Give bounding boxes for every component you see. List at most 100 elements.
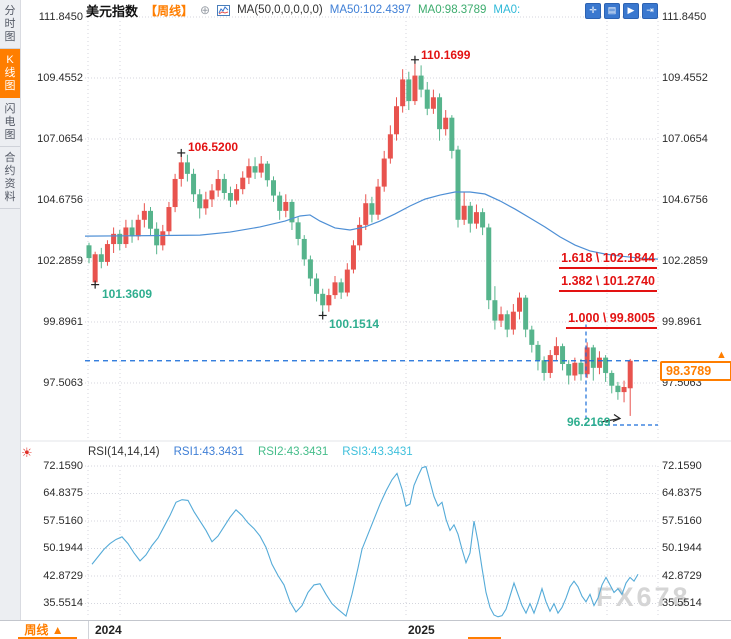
candle-body bbox=[578, 362, 584, 375]
tab-weekly[interactable]: 周线 ▲ bbox=[0, 621, 89, 639]
candle-body bbox=[160, 231, 166, 246]
candle-body bbox=[320, 293, 326, 306]
candle-body bbox=[535, 344, 541, 361]
candle-body bbox=[148, 210, 153, 229]
sidebar-tab-1[interactable]: K线图 bbox=[0, 49, 20, 98]
candlestick-chart-icon[interactable] bbox=[217, 4, 231, 16]
candle-body bbox=[86, 245, 92, 259]
pan-tool-icon[interactable]: ✛ bbox=[585, 3, 601, 19]
rsi-axis-label: 57.5160 bbox=[662, 514, 702, 527]
candle-body bbox=[412, 75, 418, 102]
fib-level-label: 1.000 \ 99.8005 bbox=[566, 311, 657, 330]
bottom-bar: 周线 ▲ 2024 2025 bbox=[0, 620, 731, 639]
candle-body bbox=[615, 385, 621, 393]
chart-canvas[interactable] bbox=[0, 0, 731, 620]
candle-body bbox=[166, 207, 172, 232]
ma-formula: MA(50,0,0,0,0,0) bbox=[237, 4, 323, 16]
candle-body bbox=[492, 300, 498, 321]
candle-body bbox=[357, 224, 363, 246]
candle-body bbox=[104, 244, 110, 262]
timeline-scrollbar[interactable] bbox=[468, 637, 501, 639]
candle-body bbox=[455, 149, 461, 220]
candle-body bbox=[437, 97, 443, 130]
rsi-axis-label: 42.8729 bbox=[43, 569, 83, 582]
price-axis-label: 111.8450 bbox=[662, 11, 707, 23]
rsi-axis-label: 42.8729 bbox=[662, 569, 702, 582]
add-indicator-icon[interactable]: ⊕ bbox=[200, 3, 211, 17]
fib-level-label: 1.382 \ 101.2740 bbox=[559, 274, 657, 292]
rsi-formula: RSI(14,14,14) bbox=[88, 446, 160, 458]
price-up-arrow-icon: ▲ bbox=[716, 349, 727, 361]
indicator-window-icon[interactable]: ▤ bbox=[604, 3, 620, 19]
candle-body bbox=[295, 222, 301, 239]
sidebar-tab-0[interactable]: 分时图 bbox=[0, 0, 20, 49]
candle-body bbox=[252, 166, 258, 173]
indicator-settings-icon[interactable]: ☀ bbox=[21, 445, 33, 460]
rsi-axis-label: 35.5514 bbox=[662, 597, 702, 610]
rsi-axis-label: 50.1944 bbox=[43, 542, 83, 555]
candle-body bbox=[135, 219, 141, 237]
price-axis-label: 104.6756 bbox=[662, 194, 708, 206]
rsi-line bbox=[91, 465, 639, 618]
candle-body bbox=[197, 194, 203, 209]
x-axis-year-2025: 2025 bbox=[408, 623, 435, 637]
candle-body bbox=[498, 314, 504, 321]
pointer-tool-icon[interactable]: ▶ bbox=[623, 3, 639, 19]
price-axis-label: 102.2859 bbox=[662, 254, 708, 267]
candle-body bbox=[344, 269, 350, 293]
x-axis-year-2024: 2024 bbox=[95, 623, 122, 637]
price-axis-label: 107.0654 bbox=[662, 133, 708, 145]
candle-body bbox=[560, 346, 566, 365]
candle-body bbox=[394, 106, 399, 135]
chart-toolbar: ✛ ▤ ▶ ⇥ bbox=[585, 3, 658, 19]
candle-body bbox=[473, 212, 479, 224]
candle-body bbox=[184, 162, 190, 174]
candle-body bbox=[541, 360, 547, 373]
candle-body bbox=[553, 346, 559, 356]
candle-body bbox=[430, 97, 436, 109]
rsi-axis-label: 64.8375 bbox=[662, 487, 702, 500]
candle-body bbox=[154, 228, 160, 246]
sidebar-tab-2[interactable]: 闪电图 bbox=[0, 98, 20, 147]
candle-body bbox=[424, 89, 430, 109]
candle-body bbox=[350, 245, 356, 270]
candle-body bbox=[363, 203, 369, 225]
candle-body bbox=[418, 75, 424, 90]
candle-body bbox=[449, 117, 455, 151]
candle-body bbox=[504, 314, 510, 330]
candle-body bbox=[98, 254, 104, 262]
candle-body bbox=[603, 357, 609, 373]
candle-body bbox=[203, 199, 209, 209]
price-axis-label: 99.8961 bbox=[43, 316, 83, 328]
tab-active-underline bbox=[18, 637, 77, 639]
candle-body bbox=[338, 282, 344, 293]
candle-body bbox=[271, 180, 276, 196]
candle-body bbox=[387, 134, 393, 159]
price-axis-label: 102.2859 bbox=[37, 254, 83, 267]
price-axis-label: 111.8450 bbox=[38, 11, 83, 23]
price-chart-header: 美元指数 【周线】 ⊕ MA(50,0,0,0,0,0) MA50:102.43… bbox=[86, 2, 520, 19]
candle-body bbox=[523, 297, 529, 330]
price-marker-label: 106.5200 bbox=[188, 140, 239, 154]
candle-body bbox=[111, 233, 117, 245]
candle-body bbox=[461, 205, 467, 220]
candle-body bbox=[234, 189, 240, 201]
candle-body bbox=[572, 362, 578, 376]
rsi-axis-label: 72.1590 bbox=[662, 460, 702, 472]
price-axis-label: 99.8961 bbox=[662, 316, 702, 328]
rsi-axis-label: 57.5160 bbox=[43, 514, 83, 527]
candle-body bbox=[480, 212, 486, 228]
rsi2-value: RSI2:43.3431 bbox=[257, 446, 329, 458]
candle-body bbox=[517, 297, 522, 312]
sidebar-tab-3[interactable]: 合约资料 bbox=[0, 147, 20, 209]
price-axis-label: 109.4552 bbox=[662, 72, 708, 84]
candle-body bbox=[172, 178, 178, 208]
price-axis-label: 104.6756 bbox=[37, 194, 83, 206]
candle-body bbox=[289, 201, 295, 223]
candle-body bbox=[529, 329, 535, 345]
candle-body bbox=[221, 178, 227, 193]
candle-body bbox=[307, 259, 313, 279]
candle-body bbox=[443, 117, 449, 130]
collapse-panel-icon[interactable]: ⇥ bbox=[642, 3, 658, 19]
